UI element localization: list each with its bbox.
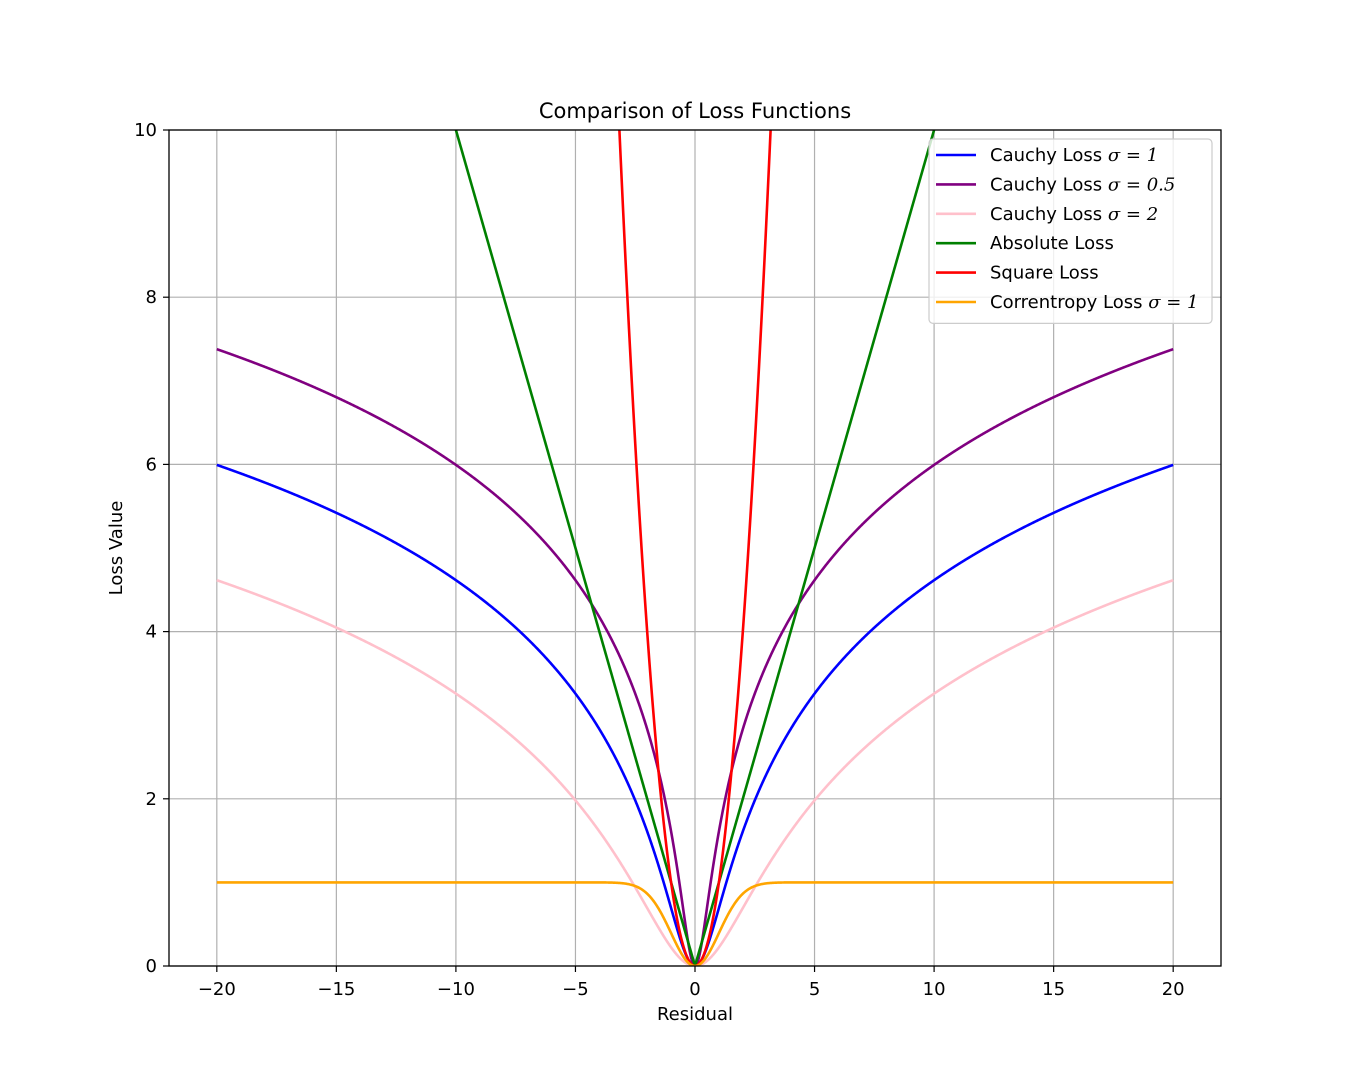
series-line (216, 578, 1174, 966)
series-line (216, 347, 1174, 966)
legend-entry-label: Square Loss (990, 263, 1099, 284)
x-tick-label: 20 (1162, 979, 1185, 1000)
x-tick-label: 5 (809, 979, 820, 1000)
x-tick-label: −10 (437, 979, 475, 1000)
legend-entry-label: Cauchy Loss σ = 2 (990, 204, 1158, 225)
y-tick-label: 2 (146, 789, 157, 810)
legend-entry-label: Absolute Loss (990, 233, 1114, 254)
legend: Cauchy Loss σ = 1 Cauchy Loss σ = 0.5 Cauc… (928, 138, 1213, 324)
axis-ticks: −20 −15 −10 −5 0 5 10 15 20 0 2 4 6 8 10 (134, 120, 1185, 1000)
y-tick-label: 8 (146, 287, 157, 308)
x-tick-label: −15 (317, 979, 355, 1000)
y-axis-label: Loss Value (106, 501, 127, 596)
x-tick-label: 15 (1042, 979, 1065, 1000)
legend-entry-label: Cauchy Loss σ = 0.5 (990, 174, 1175, 195)
series-line (216, 463, 1174, 966)
x-tick-label: 10 (923, 979, 946, 1000)
y-tick-label: 4 (146, 622, 157, 643)
series-line (216, 881, 1174, 966)
x-tick-label: −20 (198, 979, 236, 1000)
y-tick-label: 0 (146, 956, 157, 977)
y-tick-label: 10 (134, 120, 157, 141)
legend-entry-label: Cauchy Loss σ = 1 (990, 145, 1158, 166)
legend-box (928, 138, 1213, 324)
x-tick-label: 0 (689, 979, 700, 1000)
x-axis-label: Residual (657, 1004, 733, 1025)
chart-title: Comparison of Loss Functions (539, 99, 851, 123)
y-tick-label: 6 (146, 454, 157, 475)
x-tick-label: −5 (562, 979, 589, 1000)
legend-entry-label: Correntropy Loss σ = 1 (990, 292, 1199, 313)
series-lines (216, 130, 1174, 966)
